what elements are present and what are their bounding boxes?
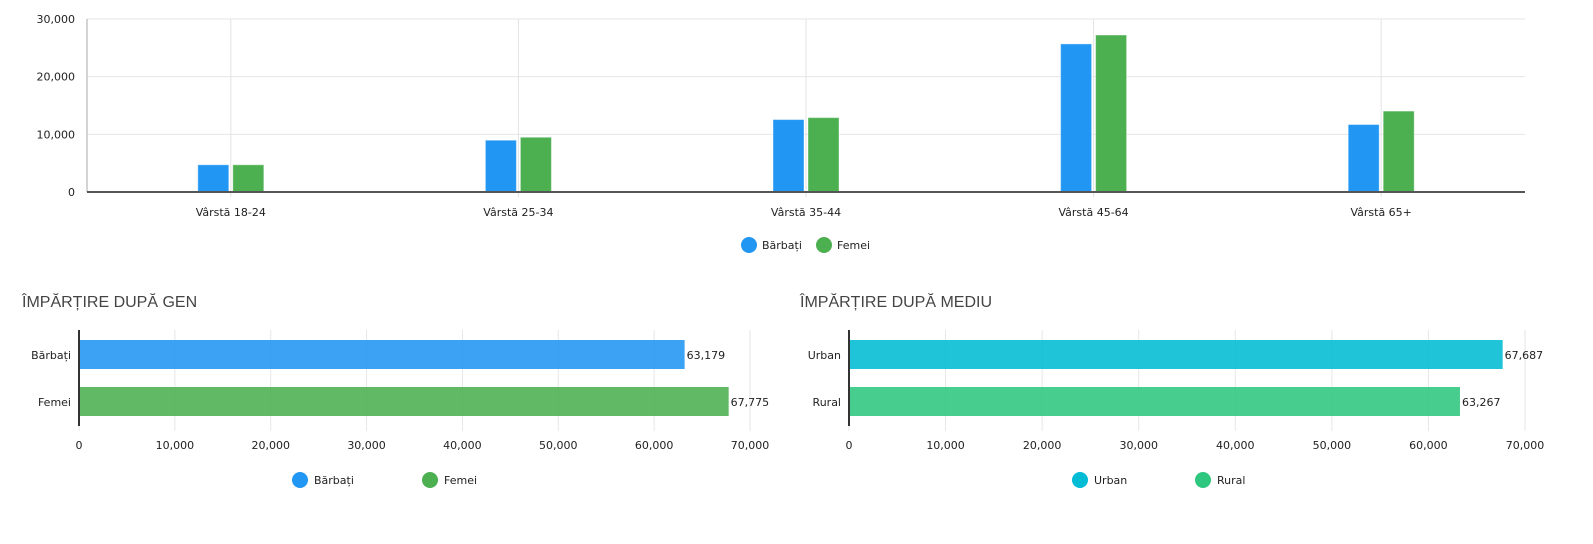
legend-label[interactable]: Femei (837, 239, 870, 252)
legend-label[interactable]: Rural (1217, 474, 1245, 487)
x-tick-label: 20,000 (251, 439, 290, 452)
y-tick-label: Urban (808, 349, 841, 362)
bar-barbati (1347, 124, 1380, 193)
bar-femei (1095, 34, 1128, 193)
x-tick-label: 30,000 (347, 439, 386, 452)
bar-femei (807, 117, 840, 193)
legend-marker-1[interactable] (422, 472, 438, 488)
legend-marker-0[interactable] (292, 472, 308, 488)
x-tick-label: 40,000 (1216, 439, 1255, 452)
x-tick-label: 50,000 (539, 439, 578, 452)
x-tick-label: 40,000 (443, 439, 482, 452)
bar-barbati (197, 164, 230, 193)
x-tick-label: 0 (76, 439, 83, 452)
x-tick-label: 60,000 (635, 439, 674, 452)
y-tick-label: Bărbați (31, 349, 71, 362)
bar-urban (849, 340, 1503, 369)
x-tick-label: Vârstă 18-24 (196, 206, 266, 219)
data-label: 63,179 (687, 349, 726, 362)
x-tick-label: Vârstă 35-44 (771, 206, 841, 219)
bar-barbati (484, 139, 517, 193)
x-tick-label: 50,000 (1313, 439, 1352, 452)
y-tick-label: 30,000 (37, 13, 76, 26)
x-tick-label: 60,000 (1409, 439, 1448, 452)
y-tick-label: 10,000 (37, 128, 76, 141)
x-tick-label: 20,000 (1023, 439, 1062, 452)
bar-femei (79, 387, 729, 416)
legend-label[interactable]: Urban (1094, 474, 1127, 487)
x-tick-label: Vârstă 45-64 (1059, 206, 1129, 219)
y-tick-label: 20,000 (37, 71, 76, 84)
x-tick-label: Vârstă 65+ (1350, 206, 1411, 219)
data-label: 67,687 (1505, 349, 1544, 362)
x-tick-label: 10,000 (156, 439, 195, 452)
chart-title-gen: ÎMPĂRȚIRE DUPĂ GEN (22, 294, 198, 311)
chart-title-mediu: ÎMPĂRȚIRE DUPĂ MEDIU (800, 294, 993, 311)
bar-barbati (772, 119, 805, 193)
bar-bărbați (79, 340, 685, 369)
x-tick-label: 10,000 (926, 439, 965, 452)
y-tick-label: Rural (813, 396, 841, 409)
x-tick-label: 30,000 (1119, 439, 1158, 452)
data-label: 67,775 (731, 396, 770, 409)
bar-rural (849, 387, 1460, 416)
bar-femei (232, 164, 265, 193)
legend-label[interactable]: Bărbați (314, 474, 354, 487)
y-tick-label: 0 (68, 186, 75, 199)
x-tick-label: 70,000 (1506, 439, 1545, 452)
legend-label[interactable]: Bărbați (762, 239, 802, 252)
legend-marker-0[interactable] (741, 237, 757, 253)
bar-femei (519, 136, 552, 193)
legend-label[interactable]: Femei (444, 474, 477, 487)
data-label: 63,267 (1462, 396, 1501, 409)
legend-marker-1[interactable] (1195, 472, 1211, 488)
legend-marker-0[interactable] (1072, 472, 1088, 488)
y-tick-label: Femei (38, 396, 71, 409)
bar-femei (1382, 110, 1415, 193)
x-tick-label: 70,000 (731, 439, 770, 452)
legend-marker-1[interactable] (816, 237, 832, 253)
x-tick-label: 0 (846, 439, 853, 452)
bar-barbati (1060, 43, 1093, 193)
x-tick-label: Vârstă 25-34 (483, 206, 553, 219)
